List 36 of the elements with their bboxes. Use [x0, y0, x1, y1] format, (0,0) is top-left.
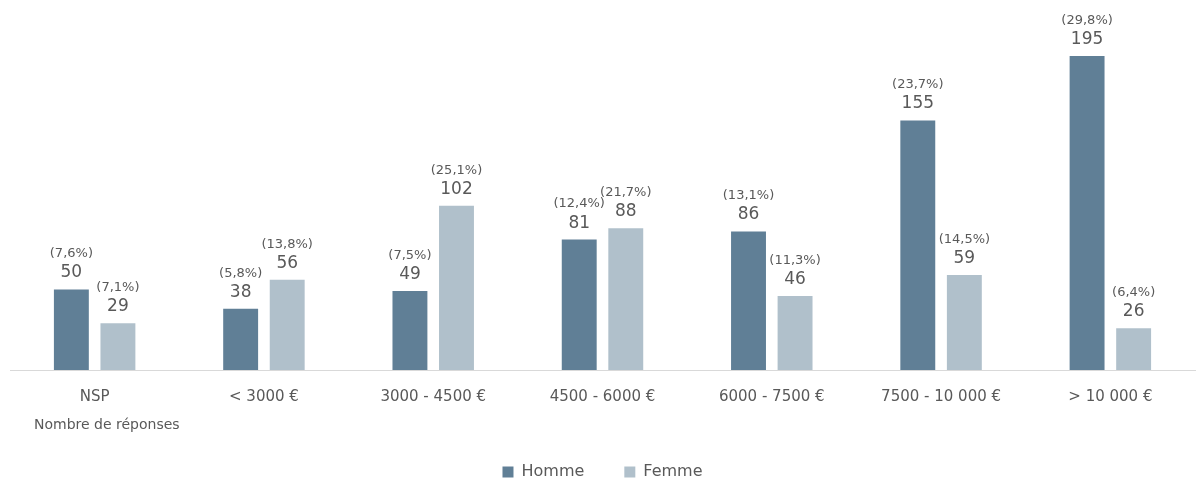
- data-label: (11,3%) 46: [769, 251, 821, 288]
- data-label: (14,5%) 59: [938, 230, 991, 267]
- x-tick-label: NSP: [79, 386, 110, 405]
- x-tick-label: 3000 - 4500 €: [380, 386, 487, 405]
- legend-label: Femme: [643, 461, 703, 481]
- data-label: (5,8%) 38: [219, 264, 263, 301]
- legend-label: Homme: [521, 461, 585, 481]
- bar: [392, 291, 428, 370]
- x-tick-label: < 3000 €: [229, 386, 299, 405]
- x-tick-label: > 10 000 €: [1068, 386, 1153, 405]
- data-label: (6,4%) 26: [1112, 284, 1156, 321]
- bar: [608, 228, 644, 370]
- bar: [561, 239, 597, 370]
- x-tick-label: 4500 - 6000 €: [549, 386, 656, 405]
- data-label: (7,5%) 49: [388, 246, 432, 284]
- bar: [1069, 56, 1105, 370]
- x-axis-title: Nombre de réponses: [34, 415, 180, 432]
- bar: [100, 323, 136, 370]
- bar: [223, 308, 259, 370]
- bar: [900, 120, 936, 370]
- data-label: (13,1%) 86: [722, 187, 775, 224]
- data-label: (7,6%) 50: [49, 245, 93, 282]
- bar: [269, 279, 305, 370]
- bar: [946, 275, 982, 370]
- x-tick-label: 6000 - 7500 €: [718, 386, 825, 405]
- bar: [777, 295, 813, 370]
- bar: [1116, 328, 1152, 370]
- bar: [439, 205, 474, 370]
- data-label: (7,1%) 29: [96, 279, 140, 316]
- data-label: (13,8%) 56: [261, 235, 313, 272]
- data-label: (25,1%) 102: [430, 161, 483, 198]
- bar: [731, 231, 766, 370]
- x-tick-label: 7500 - 10 000 €: [881, 386, 1002, 405]
- bar: [53, 289, 89, 370]
- data-label: (29,8%) 195: [1061, 11, 1113, 48]
- data-label: (23,7%) 155: [892, 76, 944, 113]
